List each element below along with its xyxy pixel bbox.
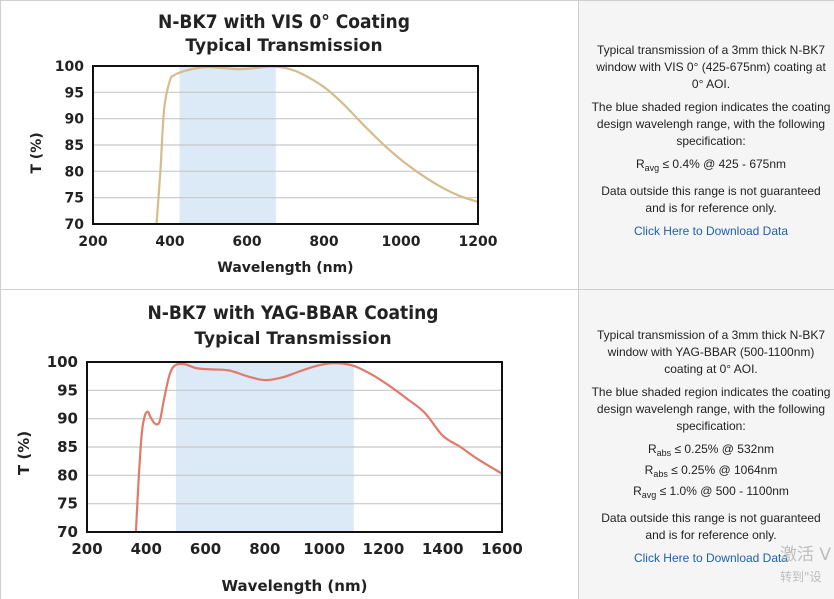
info-disclaimer: Data outside this range is not guarantee… <box>601 511 821 542</box>
y-tick-label: 95 <box>57 381 78 399</box>
x-tick-label: 1000 <box>382 234 421 250</box>
spec-subscript: avg <box>641 490 657 500</box>
transmission-series-line <box>134 362 502 532</box>
y-tick-label: 100 <box>55 59 84 75</box>
y-tick-label: 100 <box>47 353 78 371</box>
y-tick-label: 90 <box>57 410 78 428</box>
spec-subscript: abs <box>656 448 672 458</box>
info-description: Typical transmission of a 3mm thick N-BK… <box>596 43 826 91</box>
info-description: Typical transmission of a 3mm thick N-BK… <box>596 328 826 376</box>
y-tick-label: 80 <box>57 466 78 484</box>
chart-cell: N-BK7 with YAG-BBAR Coating Typical Trans… <box>0 290 579 599</box>
chart-subtitle: Typical Transmission <box>185 36 382 56</box>
x-tick-label: 1000 <box>303 540 345 558</box>
x-tick-label: 1200 <box>363 540 405 558</box>
transmission-series-line <box>155 65 478 224</box>
spec-value: ≤ 0.4% @ 425 - 675nm <box>662 157 787 171</box>
spec-symbol: R <box>647 442 657 456</box>
info-text-block: Typical transmission of a 3mm thick N-BK… <box>591 327 831 573</box>
watermark-text: 转到"设 <box>780 570 822 584</box>
y-tick-label: 85 <box>65 138 84 154</box>
plot-frame <box>86 361 503 533</box>
watermark-text: 激活 V <box>780 545 832 565</box>
y-axis-label: T (%) <box>29 132 45 173</box>
spec-symbol: R <box>633 484 642 498</box>
y-tick-label: 70 <box>57 523 78 541</box>
chart-subtitle: Typical Transmission <box>194 329 391 349</box>
x-tick-label: 400 <box>155 234 184 250</box>
y-tick-label: 80 <box>65 164 85 180</box>
spec-value: ≤ 0.25% @ 532nm <box>674 442 775 456</box>
download-data-link[interactable]: Click Here to Download Data <box>633 224 789 238</box>
chart-title: N-BK7 with YAG-BBAR Coating <box>147 302 438 324</box>
spec-subscript: abs <box>653 469 668 479</box>
x-tick-label: 1600 <box>481 540 523 558</box>
x-tick-label: 1400 <box>422 540 464 558</box>
download-data-link[interactable]: Click Here to Download Data <box>633 551 789 565</box>
info-shading-note: The blue shaded region indicates the coa… <box>591 100 831 148</box>
x-tick-label: 600 <box>232 234 261 250</box>
x-tick-label: 200 <box>71 540 102 558</box>
spec-subscript: avg <box>644 163 660 173</box>
spec-line: Ravg ≤ 1.0% @ 500 - 1100nm <box>591 483 831 504</box>
chart-title: N-BK7 with VIS 0° Coating <box>158 11 410 33</box>
chart-row-yag: N-BK7 with YAG-BBAR Coating Typical Trans… <box>0 289 834 599</box>
info-shading-note: The blue shaded region indicates the coa… <box>591 385 831 433</box>
x-tick-label: 200 <box>78 234 107 250</box>
y-tick-label: 75 <box>57 495 78 513</box>
info-disclaimer: Data outside this range is not guarantee… <box>601 184 821 215</box>
spec-line: Ravg ≤ 0.4% @ 425 - 675nm <box>591 156 831 177</box>
spec-symbol: R <box>635 157 645 171</box>
spec-symbol: R <box>644 463 654 477</box>
x-tick-label: 600 <box>190 540 221 558</box>
info-panel: Typical transmission of a 3mm thick N-BK… <box>579 290 834 599</box>
spec-value: ≤ 0.25% @ 1064nm <box>671 463 778 477</box>
y-tick-label: 70 <box>65 217 85 233</box>
y-tick-label: 90 <box>65 112 85 128</box>
x-axis-label: Wavelength (nm) <box>217 260 353 276</box>
y-tick-label: 95 <box>65 85 84 101</box>
y-tick-label: 85 <box>57 438 78 456</box>
info-text-block: Typical transmission of a 3mm thick N-BK… <box>591 42 831 246</box>
x-tick-label: 400 <box>131 540 162 558</box>
x-tick-label: 800 <box>249 540 280 558</box>
spec-value: ≤ 1.0% @ 500 - 1100nm <box>659 484 789 498</box>
spec-line: Rabs ≤ 0.25% @ 1064nm <box>591 462 831 483</box>
chart-svg-vis: N-BK7 with VIS 0° Coating Typical Transmi… <box>29 11 498 276</box>
plot-frame <box>92 65 479 225</box>
info-panel: Typical transmission of a 3mm thick N-BK… <box>579 1 834 290</box>
spec-line: Rabs ≤ 0.25% @ 532nm <box>591 441 831 462</box>
x-tick-label: 800 <box>309 234 338 250</box>
y-axis-label: T (%) <box>15 431 33 475</box>
chart-row-vis: N-BK7 with VIS 0° Coating Typical Transmi… <box>0 0 834 290</box>
chart-cell: N-BK7 with VIS 0° Coating Typical Transmi… <box>0 1 579 290</box>
x-axis-label: Wavelength (nm) <box>222 577 368 595</box>
y-tick-label: 75 <box>65 191 84 207</box>
x-tick-label: 1200 <box>459 234 498 250</box>
chart-svg-yag: N-BK7 with YAG-BBAR Coating Typical Trans… <box>15 302 523 595</box>
